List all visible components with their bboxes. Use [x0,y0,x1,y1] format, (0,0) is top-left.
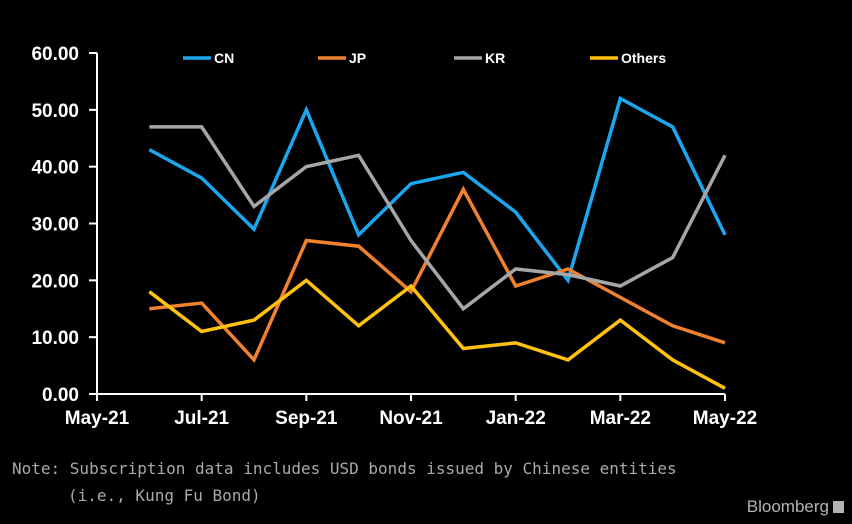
series-line-cn [148,95,727,285]
legend-label: KR [485,50,505,66]
brand-name: Bloomberg [746,497,829,516]
y-tick-label: 60.00 [31,44,79,65]
legend-label: CN [214,50,234,66]
x-tick-label: Jul-21 [174,408,229,429]
y-tick-label: 0.00 [42,385,79,406]
legend-label: Others [621,50,666,66]
x-tick-label: Sep-21 [275,408,338,429]
line-chart: 0.00 10.00 20.00 30.00 40.00 50.00 60.00 May-2… [31,44,757,429]
brand-logo: Bloomberg [747,497,844,517]
legend-label: JP [349,50,366,66]
series-group [148,95,727,390]
y-axis: 0.00 10.00 20.00 30.00 40.00 50.00 60.00 [31,44,98,406]
bloomberg-mark-icon [833,501,844,513]
x-axis: May-21 Jul-21 Sep-21 Nov-21 Jan-22 Mar-22 May-… [65,393,757,429]
y-tick-label: 20.00 [31,271,79,292]
x-tick-label: Jan-22 [486,408,546,429]
x-tick-label: May-22 [693,408,757,429]
series-line-jp [149,185,726,364]
series-line-others [148,278,726,390]
x-tick-label: Nov-21 [379,408,443,429]
note-line-1: Note: Subscription data includes USD bon… [12,459,677,478]
chart-note: Note: Subscription data includes USD bon… [12,455,677,509]
y-tick-label: 30.00 [31,215,79,236]
note-line-2: (i.e., Kung Fu Bond) [68,486,261,505]
series-line-kr [149,125,727,312]
y-tick-label: 10.00 [31,328,79,349]
legend: CN JP KR Others [183,50,666,66]
y-tick-label: 40.00 [31,158,79,179]
y-tick-label: 50.00 [31,101,79,122]
x-tick-label: May-21 [65,408,130,429]
x-tick-label: Mar-22 [590,408,651,429]
